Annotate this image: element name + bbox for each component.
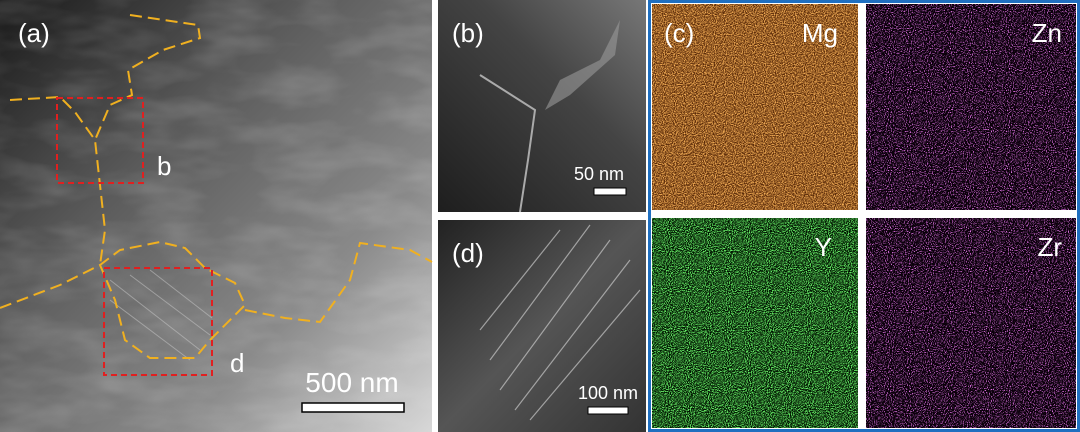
roi-marker: b — [157, 151, 171, 181]
grain-boundaries — [0, 14, 433, 359]
scale-bar — [587, 406, 629, 415]
panel-label: (a) — [18, 18, 50, 48]
scale-bar — [593, 187, 627, 196]
element-label: Zn — [1032, 18, 1062, 48]
micrograph — [438, 220, 646, 432]
panel-a: (a) b d 500 nm — [0, 0, 433, 432]
map-mg-dots — [652, 4, 858, 210]
boundary — [479, 74, 537, 213]
scale-bar — [301, 402, 405, 413]
panel-label: (b) — [452, 18, 484, 48]
stripes — [479, 224, 641, 421]
map-y-dots — [652, 218, 858, 428]
element-label: Mg — [802, 18, 838, 48]
map-zn-dots — [866, 4, 1076, 210]
panel-c: (c) Mg Zn Y Zr — [648, 0, 1080, 432]
element-label: Zr — [1037, 232, 1062, 262]
roi-marker: d — [230, 348, 244, 378]
scale-bar-label: 100 nm — [578, 383, 638, 403]
element-label: Y — [815, 232, 832, 262]
panel-label: (d) — [452, 238, 484, 268]
roi-boxes — [56, 97, 213, 376]
scale-bar-label: 500 nm — [305, 367, 398, 398]
panel-b: (b) 50 nm — [438, 0, 646, 213]
micrograph — [438, 0, 646, 212]
stripes — [109, 269, 213, 361]
panel-d: (d) 100 nm — [438, 220, 646, 432]
scale-bar-label: 50 nm — [574, 164, 624, 184]
texture — [0, 0, 432, 432]
map-zr-dots — [866, 218, 1076, 428]
panel-label: (c) — [664, 18, 694, 48]
precipitate — [545, 20, 620, 110]
